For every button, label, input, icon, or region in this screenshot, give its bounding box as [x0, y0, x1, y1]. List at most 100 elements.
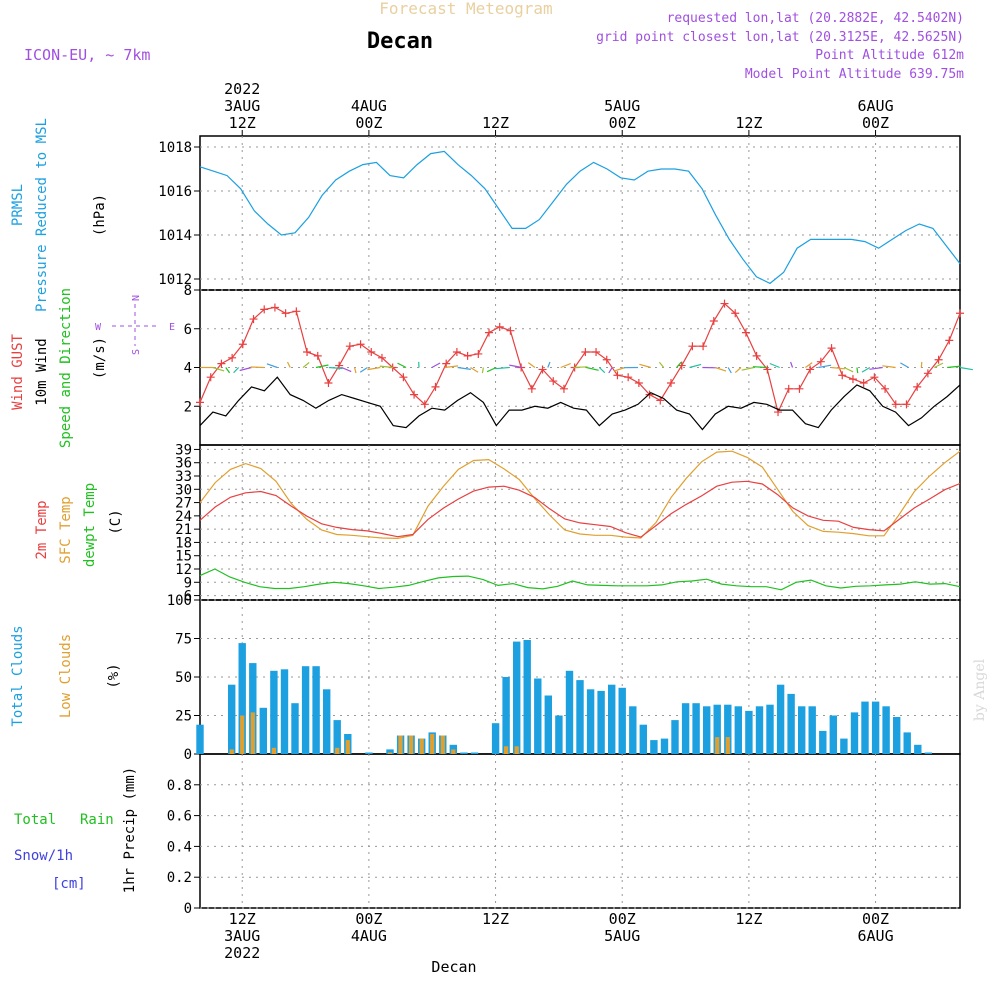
low-cloud-bar — [387, 752, 393, 754]
precip-label-total: Total — [14, 812, 56, 828]
gust-point-marker — [891, 400, 900, 409]
total-cloud-bar — [660, 738, 669, 754]
wind-unit: (m/s) — [92, 337, 108, 379]
low-cloud-bar — [271, 747, 276, 754]
gust-point-marker — [485, 328, 494, 337]
gust-point-marker — [292, 307, 301, 316]
gust-point-marker — [431, 382, 440, 391]
total-cloud-bar — [491, 723, 500, 754]
compass-s: S — [131, 349, 142, 355]
gust-point-marker — [688, 342, 697, 351]
wind-direction-arrow — [734, 367, 742, 374]
time-label-top: 00Z — [609, 114, 636, 132]
wind-direction-arrow — [861, 366, 871, 373]
cloud-ytick-label: 0 — [184, 747, 192, 763]
wind-direction-arrow — [727, 367, 732, 374]
precip-ytick-label: 0 — [184, 901, 192, 917]
wind-series-line — [199, 376, 961, 431]
dewpt-temp-line — [199, 568, 961, 591]
wind-direction-arrow — [225, 367, 231, 374]
gust-point-marker — [934, 355, 943, 364]
temp-ytick-label: 30 — [175, 482, 192, 498]
time-label-bottom: 12Z — [229, 910, 256, 928]
time-label-top: 2022 — [224, 80, 260, 98]
gust-point-marker — [377, 353, 386, 362]
time-label-bottom: 2022 — [224, 944, 260, 962]
wind-direction-arrow — [431, 362, 441, 369]
time-label-top: 12Z — [735, 114, 762, 132]
gust-point-marker — [741, 328, 750, 337]
pressure-series-line — [199, 150, 961, 285]
wind-direction-arrow — [457, 366, 471, 370]
wind-ytick-label: 4 — [184, 361, 192, 377]
gust-point-marker — [303, 348, 312, 356]
wind-direction-arrow — [367, 366, 381, 371]
wind-direction-arrow — [573, 366, 588, 369]
wind-panel-labels: Wind GUST 10m Wind Speed and Direction (… — [10, 288, 175, 448]
gust-point-marker — [367, 348, 376, 356]
gust-point-marker — [495, 322, 504, 331]
cloud-unit: (%) — [106, 663, 122, 688]
wind-direction-arrow — [947, 365, 961, 369]
wind-direction-arrow — [286, 361, 291, 368]
requested-coords: requested lon,lat (20.2882E, 42.5402N) — [667, 11, 964, 26]
wind-direction-arrow — [486, 366, 497, 373]
total-cloud-bar — [555, 715, 563, 754]
total-cloud-bar — [871, 701, 880, 754]
wind-direction-arrow — [805, 362, 813, 368]
chart-marks: 1012101410161018246869121518212427303336… — [158, 80, 974, 962]
low-cloud-bar — [250, 712, 255, 754]
gust-point-marker — [324, 379, 333, 387]
precip-label-cm: [cm] — [52, 876, 86, 892]
wind-direction-arrow — [266, 363, 278, 369]
gust-point-marker — [345, 342, 354, 351]
total-cloud-bar — [312, 666, 320, 754]
wind-direction-arrow — [790, 361, 794, 368]
temp-label-2m: 2m Temp — [34, 500, 50, 559]
total-cloud-bar — [470, 752, 479, 754]
total-cloud-bar — [766, 704, 774, 754]
wind-direction-arrow — [353, 367, 357, 374]
wind-direction-arrow — [882, 365, 896, 369]
gust-point-marker — [249, 315, 258, 324]
gust-point-marker — [452, 348, 461, 356]
time-label-top: 12Z — [229, 114, 256, 132]
total-cloud-bar — [914, 744, 922, 754]
wind-direction-arrow — [233, 367, 240, 374]
gust-point-marker — [270, 303, 279, 312]
low-cloud-bar — [345, 740, 350, 754]
wind-direction-arrow — [444, 365, 459, 369]
total-cloud-bar — [460, 752, 468, 754]
compass-rose: N S W E — [95, 295, 175, 355]
time-label-bottom: 12Z — [482, 910, 509, 928]
wind-direction-arrow — [869, 366, 883, 370]
pressure-unit: (hPa) — [92, 194, 108, 236]
gust-point-marker — [613, 371, 622, 380]
total-cloud-bar — [523, 640, 531, 754]
low-cloud-bar — [409, 735, 414, 754]
gust-point-marker — [848, 375, 857, 384]
gust-point-marker — [549, 377, 558, 386]
temp-unit: (C) — [108, 509, 124, 534]
pressure-ytick-label: 1012 — [158, 272, 192, 288]
model-altitude: Model Point Altitude 639.75m — [745, 67, 964, 82]
total-cloud-bar — [386, 749, 394, 754]
gust-point-marker — [624, 373, 633, 382]
time-label-bottom: 00Z — [862, 910, 889, 928]
gust-point-marker — [410, 390, 419, 399]
gust-point-marker — [806, 365, 815, 374]
cloud-ytick-label: 100 — [167, 593, 192, 609]
total-cloud-bar — [597, 690, 605, 754]
gust-point-marker — [196, 398, 204, 407]
gust-point-marker — [784, 384, 793, 393]
total-cloud-bar — [650, 740, 658, 754]
total-cloud-bar — [861, 701, 869, 754]
gust-point-marker — [699, 342, 708, 351]
total-cloud-bar — [576, 680, 584, 754]
wind-direction-arrow — [212, 366, 225, 372]
total-cloud-bar — [238, 643, 246, 754]
time-label-bottom: 00Z — [355, 910, 382, 928]
wind-direction-arrow — [769, 362, 780, 369]
pressure-panel-labels: PRMSL Pressure Reduced to MSL (hPa) — [10, 118, 108, 312]
gust-point-marker — [902, 400, 911, 409]
